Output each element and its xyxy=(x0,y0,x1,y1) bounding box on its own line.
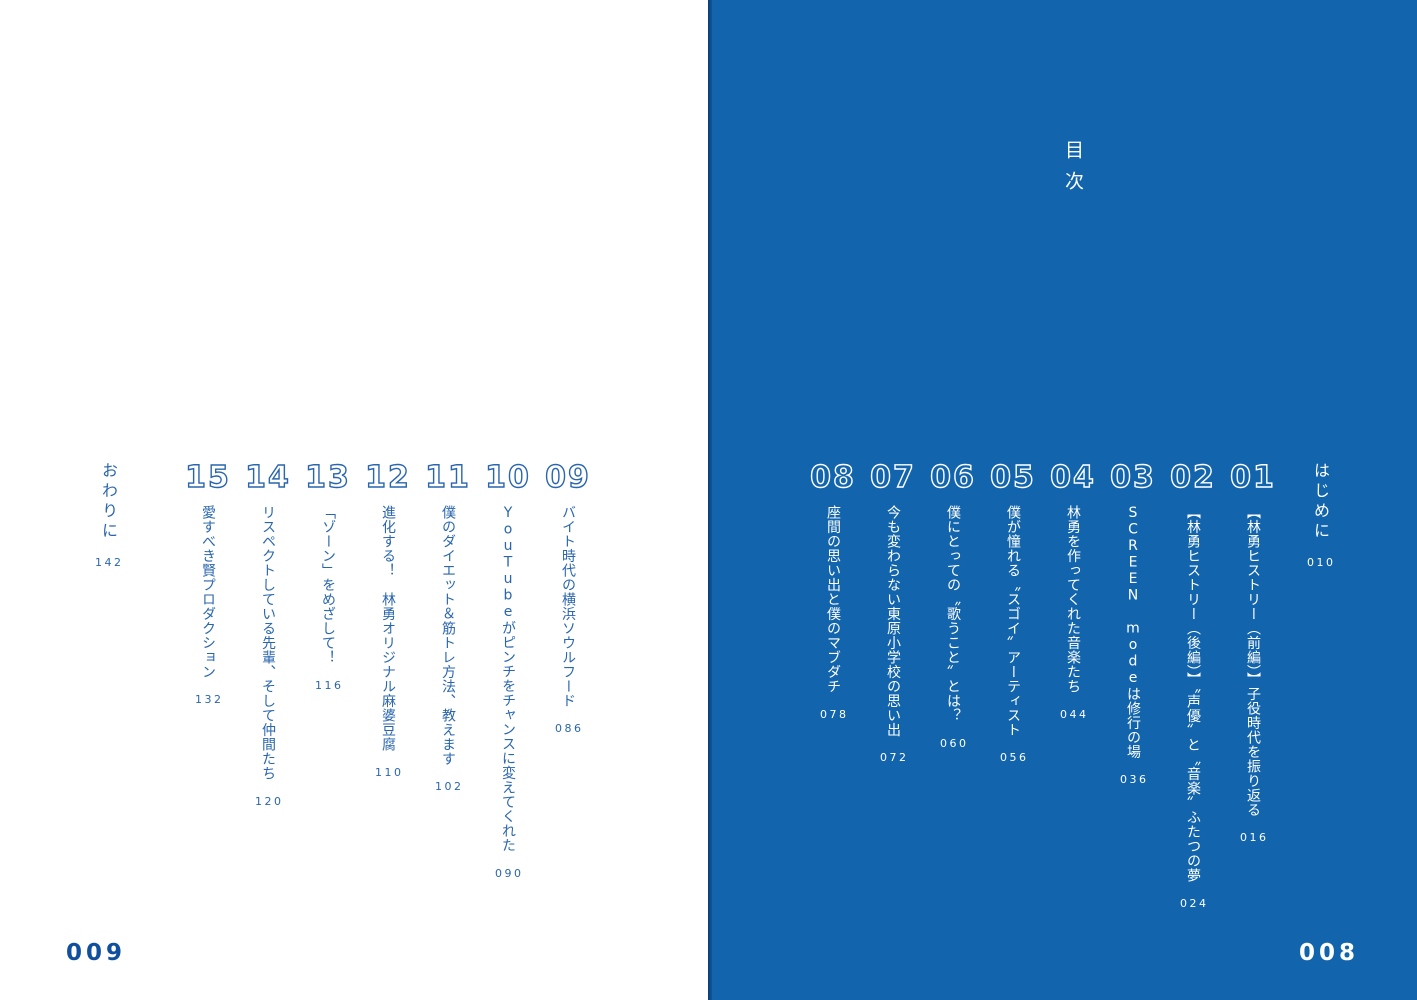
right-page-folio: 008 xyxy=(1298,940,1359,966)
toc-entry-outro: おわりに 142 xyxy=(78,462,138,569)
toc-entry-11: 11 僕のダイエット＆筋トレ方法、教えます 102 xyxy=(418,460,478,793)
chapter-page-number: 102 xyxy=(435,780,464,793)
left-page-folio: 009 xyxy=(66,940,127,966)
toc-entry-04: 04 林勇を作ってくれた音楽たち 044 xyxy=(1043,460,1103,721)
chapter-page-number: 110 xyxy=(375,765,404,779)
toc-entry-07: 07 今も変わらない東原小学校の思い出 072 xyxy=(863,460,923,764)
intro-label: はじめに xyxy=(1311,462,1330,542)
chapter-page-number: 120 xyxy=(255,794,284,808)
chapter-title: 僕が憧れる〝スゴイ〟アーティスト xyxy=(1005,505,1021,737)
chapter-title: リスペクトしている先輩、そして仲間たち xyxy=(260,505,276,781)
toc-entry-intro: はじめに 010 xyxy=(1283,462,1357,569)
chapter-page-number: 072 xyxy=(880,751,909,764)
chapter-title: 愛すべき賢プロダクション xyxy=(200,505,216,679)
toc-entry-03: 03 SCREEN modeは修行の場 036 xyxy=(1103,460,1163,786)
chapter-page-number: 036 xyxy=(1120,773,1149,786)
chapter-title: SCREEN modeは修行の場 xyxy=(1125,505,1141,759)
chapter-title: 僕にとっての〝歌うこと〟とは？ xyxy=(945,505,961,723)
chapter-number: 04 xyxy=(1049,460,1096,495)
chapter-page-number: 016 xyxy=(1240,831,1269,844)
chapter-number: 12 xyxy=(364,460,411,495)
chapter-number: 08 xyxy=(809,460,856,495)
toc-entry-10: 10 YouTubeがピンチをチャンスに変えてくれた 090 xyxy=(478,460,538,880)
chapter-number: 03 xyxy=(1109,460,1156,495)
toc-entry-14: 14 リスペクトしている先輩、そして仲間たち 120 xyxy=(238,460,298,808)
chapter-page-number: 116 xyxy=(315,678,344,692)
toc-entry-01: 01 【林勇ヒストリー（前編）】子役時代を振り返る 016 xyxy=(1223,460,1283,844)
chapter-number: 06 xyxy=(929,460,976,495)
chapter-page-number: 060 xyxy=(940,736,969,750)
toc-entry-15: 15 愛すべき賢プロダクション 132 xyxy=(178,460,238,706)
chapter-title: 進化する！ 林勇オリジナル麻婆豆腐 xyxy=(380,505,396,752)
chapter-title: 「ゾーン」をめざして！ xyxy=(320,505,336,665)
chapter-number: 13 xyxy=(304,460,351,495)
chapter-title: 【林勇ヒストリー（後編）】〝声優〟と〝音楽〟ふたつの夢 xyxy=(1185,505,1201,883)
chapter-page-number: 044 xyxy=(1060,707,1089,721)
chapter-page-number: 078 xyxy=(820,707,849,721)
chapter-page-number: 024 xyxy=(1180,896,1209,910)
outro-page-number: 142 xyxy=(95,556,124,569)
chapter-title: バイト時代の横浜ソウルフード xyxy=(560,505,576,708)
toc-entry-13: 13 「ゾーン」をめざして！ 116 xyxy=(298,460,358,692)
chapter-number: 15 xyxy=(184,460,231,495)
chapter-title: 林勇を作ってくれた音楽たち xyxy=(1065,505,1081,694)
toc-entry-05: 05 僕が憧れる〝スゴイ〟アーティスト 056 xyxy=(983,460,1043,764)
spine-divider xyxy=(708,0,712,1000)
outro-label: おわりに xyxy=(99,462,118,542)
chapter-title: 僕のダイエット＆筋トレ方法、教えます xyxy=(440,505,456,766)
chapter-page-number: 056 xyxy=(1000,751,1029,764)
chapter-number: 01 xyxy=(1229,460,1276,495)
toc-entry-06: 06 僕にとっての〝歌うこと〟とは？ 060 xyxy=(923,460,983,750)
chapter-number: 05 xyxy=(989,460,1036,495)
toc-entry-08: 08 座間の思い出と僕のマブダチ 078 xyxy=(803,460,863,721)
chapter-title: 今も変わらない東原小学校の思い出 xyxy=(885,505,901,737)
toc-right: はじめに 010 01 【林勇ヒストリー（前編）】子役時代を振り返る 016 0… xyxy=(803,460,1357,910)
chapter-title: YouTubeがピンチをチャンスに変えてくれた xyxy=(500,505,516,853)
toc-heading: 目次 xyxy=(1062,140,1084,202)
toc-entry-09: 09 バイト時代の横浜ソウルフード 086 xyxy=(538,460,598,735)
toc-left: 09 バイト時代の横浜ソウルフード 086 10 YouTubeがピンチをチャン… xyxy=(78,460,598,880)
intro-page-number: 010 xyxy=(1307,556,1336,569)
page-right: 目次 はじめに 010 01 【林勇ヒストリー（前編）】子役時代を振り返る 01… xyxy=(708,0,1417,1000)
chapter-number: 10 xyxy=(484,460,531,495)
toc-entry-02: 02 【林勇ヒストリー（後編）】〝声優〟と〝音楽〟ふたつの夢 024 xyxy=(1163,460,1223,910)
chapter-page-number: 090 xyxy=(495,866,524,880)
chapter-number: 14 xyxy=(244,460,291,495)
page-left: 09 バイト時代の横浜ソウルフード 086 10 YouTubeがピンチをチャン… xyxy=(0,0,708,1000)
chapter-page-number: 132 xyxy=(195,693,224,706)
chapter-page-number: 086 xyxy=(555,722,584,735)
chapter-number: 07 xyxy=(869,460,916,495)
chapter-number: 11 xyxy=(424,460,471,495)
chapter-title: 座間の思い出と僕のマブダチ xyxy=(825,505,841,694)
toc-entry-12: 12 進化する！ 林勇オリジナル麻婆豆腐 110 xyxy=(358,460,418,779)
chapter-number: 09 xyxy=(544,460,591,495)
chapter-number: 02 xyxy=(1169,460,1216,495)
chapter-title: 【林勇ヒストリー（前編）】子役時代を振り返る xyxy=(1245,505,1261,817)
